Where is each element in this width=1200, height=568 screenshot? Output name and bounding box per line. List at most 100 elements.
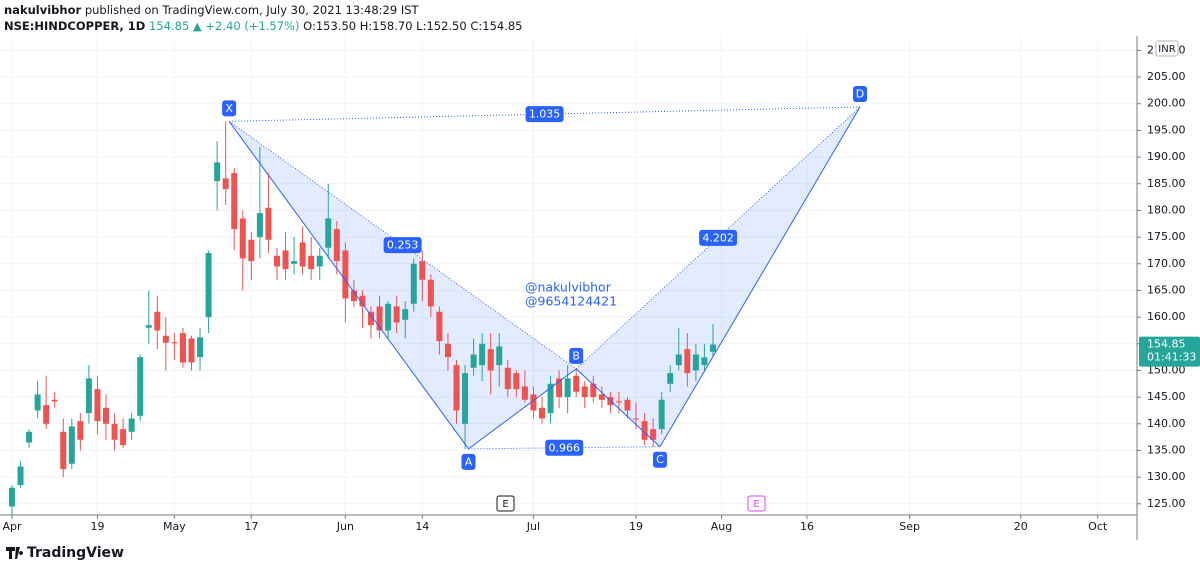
ohlc: O:153.50 xyxy=(303,19,356,33)
pattern-fill xyxy=(576,106,861,447)
y-tick-label: 200.00 xyxy=(1147,97,1186,110)
pattern-leg xyxy=(228,121,469,450)
x-tick-label: May xyxy=(163,520,186,533)
point-label: B xyxy=(572,349,580,362)
candle-body xyxy=(530,394,537,411)
candle-body xyxy=(470,354,477,368)
candle-body xyxy=(8,487,15,507)
x-tick-label: Jul xyxy=(526,520,540,533)
event-label: E xyxy=(502,499,508,510)
x-tick-label: 14 xyxy=(415,520,429,533)
y-tick-label: 150.00 xyxy=(1147,363,1186,376)
candle-body xyxy=(402,309,409,320)
countdown: 01:41:33 xyxy=(1147,351,1196,364)
candle-body xyxy=(598,394,605,400)
y-tick-label: 190.00 xyxy=(1147,150,1186,163)
candle-body xyxy=(179,333,186,363)
y-tick-label: 180.00 xyxy=(1147,203,1186,216)
point-badge xyxy=(222,100,237,117)
candle-body xyxy=(154,311,161,331)
pattern-leg xyxy=(659,106,861,447)
y-tick-label: 145.00 xyxy=(1147,390,1186,403)
candle-body xyxy=(34,394,41,411)
candle-body xyxy=(359,295,366,307)
candle-body xyxy=(325,218,332,248)
candle-body xyxy=(684,349,691,374)
candle-body xyxy=(538,407,545,419)
candle-body xyxy=(410,263,417,304)
y-tick-label: 205.00 xyxy=(1147,70,1186,83)
x-tick-label: Jun xyxy=(336,520,354,533)
candle-body xyxy=(675,354,682,366)
symbol-line: NSE:HINDCOPPER, 1D 154.85 ▲ +2.40 (+1.57… xyxy=(4,19,523,33)
point-badge xyxy=(652,451,667,468)
candle-body xyxy=(43,405,50,424)
x-tick-label: Sep xyxy=(899,520,920,533)
candle-body xyxy=(171,342,178,344)
candle-body xyxy=(222,178,229,190)
candle-body xyxy=(205,253,212,318)
candle-body xyxy=(641,421,648,440)
candle-body xyxy=(479,343,486,366)
candle-body xyxy=(299,242,306,267)
candle-body xyxy=(547,383,554,414)
event-label: E xyxy=(753,499,759,510)
axes: 125.00130.00135.00140.00145.00150.00155.… xyxy=(2,43,1200,533)
point-badge xyxy=(853,85,868,102)
y-tick-label: 170.00 xyxy=(1147,257,1186,270)
publish-line: nakulvibhor published on TradingView.com… xyxy=(4,3,420,17)
candle-body xyxy=(188,338,195,363)
candle-body xyxy=(350,290,357,302)
candle-body xyxy=(521,386,528,400)
y-tick-label: 195.00 xyxy=(1147,123,1186,136)
candle-body xyxy=(94,389,101,422)
candle-body xyxy=(436,311,443,342)
candle-body xyxy=(282,250,289,270)
x-tick-label: Apr xyxy=(2,520,22,533)
y-tick-label: 165.00 xyxy=(1147,283,1186,296)
candle-body xyxy=(444,343,451,358)
candle-body xyxy=(342,250,349,299)
candle-body xyxy=(573,375,580,392)
ohlc: L:152.50 xyxy=(416,19,467,33)
ratio-label: 1.035 xyxy=(529,108,561,121)
x-tick-label: Aug xyxy=(711,520,732,533)
y-tick-label: 125.00 xyxy=(1147,497,1186,510)
currency: INR xyxy=(1158,44,1175,55)
candle-body xyxy=(376,306,383,331)
candle-body xyxy=(581,386,588,398)
ratio-label: 0.253 xyxy=(387,239,419,252)
author: nakulvibhor xyxy=(4,3,81,17)
plot: 1.035 0.253 0.966 4.202 X A B C D @nakulvibhor@96… xyxy=(8,85,868,515)
candle-body xyxy=(368,311,375,326)
candle-body xyxy=(137,357,144,416)
x-tick-label: Oct xyxy=(1088,520,1108,533)
x-tick-label: 19 xyxy=(90,520,104,533)
candle-body xyxy=(231,173,238,230)
candle-body xyxy=(111,423,118,440)
point-label: D xyxy=(856,87,864,100)
candle-body xyxy=(77,421,84,440)
event-marker[interactable] xyxy=(747,495,766,512)
ratio-line xyxy=(468,446,660,450)
candle-body xyxy=(239,218,246,259)
candle-body xyxy=(453,365,460,411)
candle-body xyxy=(709,344,716,352)
currency-box xyxy=(1155,40,1179,57)
candle-body xyxy=(419,261,426,280)
candle-body xyxy=(701,357,708,366)
candle-body xyxy=(667,373,674,384)
candle-body xyxy=(496,346,503,366)
candle-body xyxy=(256,213,263,238)
y-tick-label: 175.00 xyxy=(1147,230,1186,243)
y-tick-label: 140.00 xyxy=(1147,417,1186,430)
point-label: A xyxy=(465,455,473,468)
watermark: @9654124421 xyxy=(525,294,617,309)
event-marker[interactable] xyxy=(496,495,515,512)
candle-body xyxy=(624,399,631,411)
point-label: C xyxy=(656,453,664,466)
candle-body xyxy=(308,255,315,270)
candle-body xyxy=(85,378,92,414)
candle-body xyxy=(26,431,33,443)
